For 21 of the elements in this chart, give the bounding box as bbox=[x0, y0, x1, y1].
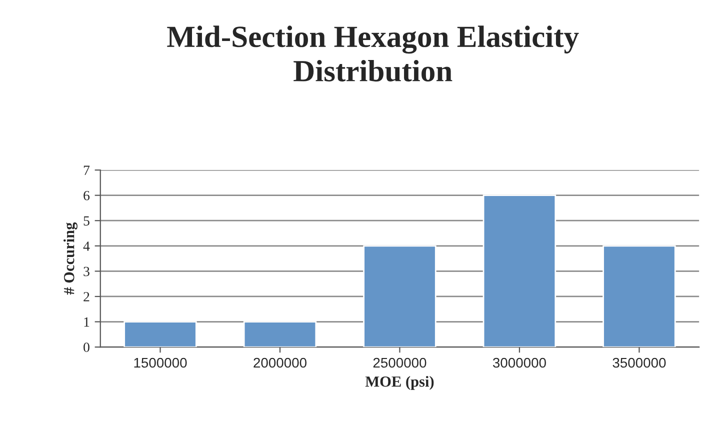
chart-title: Mid-Section Hexagon Elasticity Distribution bbox=[167, 26, 579, 82]
y-tick-label: 7 bbox=[84, 166, 90, 175]
y-tick-label: 5 bbox=[84, 216, 90, 226]
x-tick-label: 3000000 bbox=[492, 358, 546, 368]
bar bbox=[602, 245, 676, 348]
y-tick-label: 4 bbox=[83, 242, 90, 251]
x-tick-label: 2500000 bbox=[373, 358, 426, 368]
y-tick-label: 6 bbox=[84, 190, 90, 200]
y-tick-label: 2 bbox=[84, 292, 90, 302]
bar bbox=[243, 321, 317, 348]
y-tick-label: 1 bbox=[84, 317, 90, 327]
y-axis-title: # Occuring bbox=[63, 222, 78, 295]
bar bbox=[363, 245, 436, 348]
y-tick-label: 0 bbox=[84, 342, 90, 352]
x-axis-title: MOE (psi) bbox=[365, 376, 434, 390]
x-tick-label: 2000000 bbox=[254, 358, 306, 368]
x-tick-label: 3500000 bbox=[612, 358, 666, 368]
bar bbox=[124, 321, 197, 348]
x-tick-label: 1500000 bbox=[134, 358, 187, 368]
bar bbox=[482, 194, 556, 348]
y-tick-label: 3 bbox=[84, 266, 90, 276]
